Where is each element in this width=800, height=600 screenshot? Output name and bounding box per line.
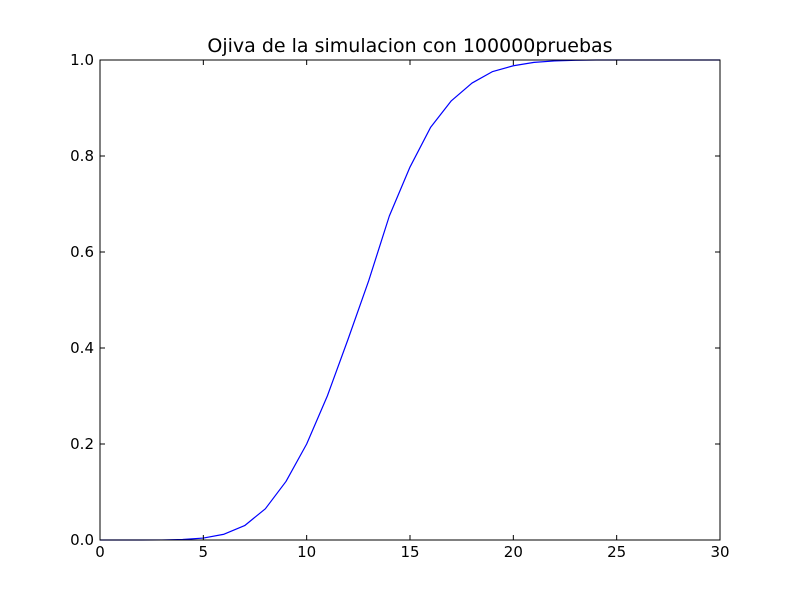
y-tick-label: 0.0 <box>70 531 94 549</box>
x-tick-label: 5 <box>199 543 209 561</box>
x-tick-label: 30 <box>710 543 729 561</box>
axes-frame <box>99 59 721 541</box>
ticks-layer: 0 5 10 15 20 25 30 0.0 0.2 0.4 0.6 0.8 1.0 <box>70 51 729 561</box>
y-tick-label: 0.8 <box>70 147 94 165</box>
plot-area-background <box>100 60 720 540</box>
y-tick-label: 0.2 <box>70 435 94 453</box>
x-tick-label: 15 <box>400 543 419 561</box>
y-tick-label: 0.4 <box>70 339 94 357</box>
chart-title: Ojiva de la simulacion con 100000pruebas <box>207 35 612 57</box>
x-tick-label: 0 <box>95 543 105 561</box>
x-tick-label: 25 <box>607 543 626 561</box>
x-tick-label: 20 <box>504 543 523 561</box>
y-tick-label: 1.0 <box>70 51 94 69</box>
y-tick-label: 0.6 <box>70 243 94 261</box>
x-tick-label: 10 <box>297 543 316 561</box>
